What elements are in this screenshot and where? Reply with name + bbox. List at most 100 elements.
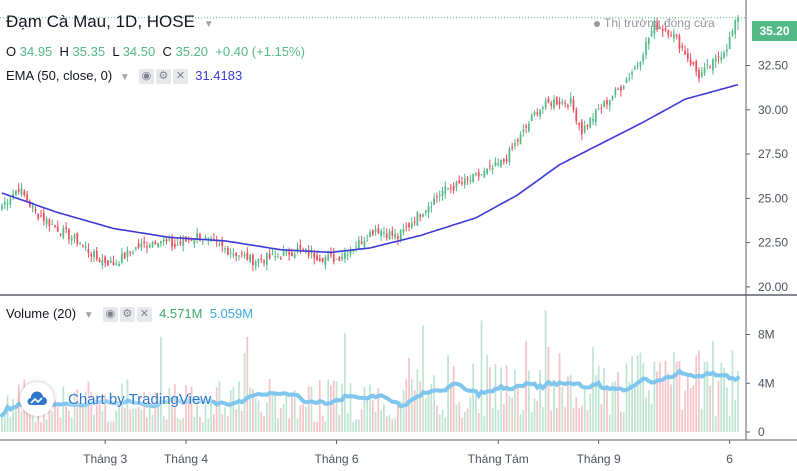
candle-body[interactable] (541, 107, 544, 109)
volume-bar[interactable] (171, 397, 173, 432)
candle-body[interactable] (449, 187, 452, 189)
volume-bar[interactable] (344, 333, 346, 432)
candle-body[interactable] (98, 259, 101, 263)
candle-body[interactable] (293, 253, 296, 258)
volume-bar[interactable] (98, 399, 101, 432)
volume-bar[interactable] (449, 382, 452, 432)
volume-bar[interactable] (516, 386, 519, 432)
candle-body[interactable] (307, 250, 310, 256)
volume-bar[interactable] (257, 400, 260, 432)
volume-bar[interactable] (645, 397, 647, 432)
volume-bar[interactable] (121, 383, 123, 432)
candle-body[interactable] (497, 163, 500, 166)
volume-bar[interactable] (207, 418, 210, 432)
volume-bar[interactable] (394, 418, 396, 432)
candle-body[interactable] (502, 159, 505, 162)
volume-bar[interactable] (332, 380, 335, 432)
candle-body[interactable] (709, 67, 711, 69)
volume-bar[interactable] (3, 410, 6, 432)
volume-bar[interactable] (475, 395, 477, 432)
volume-bar[interactable] (277, 417, 279, 432)
volume-bar[interactable] (424, 398, 427, 432)
volume-bar[interactable] (291, 395, 293, 432)
candle-body[interactable] (516, 139, 519, 142)
candle-body[interactable] (642, 55, 645, 62)
candle-body[interactable] (391, 230, 394, 236)
candle-body[interactable] (173, 243, 176, 247)
candle-body[interactable] (226, 247, 229, 255)
volume-bar[interactable] (187, 392, 190, 432)
volume-bar[interactable] (190, 386, 193, 432)
candle-body[interactable] (433, 198, 435, 205)
volume-bar[interactable] (511, 398, 514, 432)
candle-body[interactable] (419, 214, 422, 217)
candle-body[interactable] (444, 186, 447, 195)
candle-body[interactable] (385, 233, 388, 238)
candle-body[interactable] (162, 239, 165, 242)
volume-bar[interactable] (709, 385, 711, 432)
volume-bar[interactable] (232, 387, 235, 432)
candle-body[interactable] (567, 105, 569, 108)
chevron-down-icon[interactable]: ▼ (119, 72, 130, 83)
candle-body[interactable] (712, 59, 714, 71)
volume-bar[interactable] (684, 390, 686, 432)
candle-body[interactable] (399, 230, 402, 242)
volume-bar[interactable] (731, 350, 734, 432)
volume-bar[interactable] (42, 397, 45, 432)
candle-body[interactable] (720, 57, 723, 61)
candle-body[interactable] (525, 125, 527, 128)
candle-body[interactable] (366, 240, 369, 242)
volume-bar[interactable] (561, 387, 564, 432)
candle-body[interactable] (572, 99, 575, 110)
candle-body[interactable] (486, 168, 488, 174)
volume-bar[interactable] (160, 336, 162, 432)
candle-body[interactable] (148, 245, 151, 248)
candle-body[interactable] (31, 205, 34, 209)
candle-body[interactable] (59, 234, 62, 236)
volume-bar[interactable] (193, 416, 196, 432)
candle-body[interactable] (511, 147, 514, 149)
volume-bar[interactable] (714, 416, 717, 432)
candle-body[interactable] (455, 181, 458, 188)
candle-body[interactable] (636, 65, 639, 67)
volume-bar[interactable] (388, 414, 391, 432)
volume-bar[interactable] (330, 385, 332, 432)
candle-body[interactable] (218, 244, 221, 246)
candle-body[interactable] (405, 225, 408, 227)
candle-body[interactable] (23, 191, 26, 196)
volume-legend[interactable]: Volume (20) ▼ ◉ ⚙ ✕ 4.571M 5.059M (6, 306, 253, 323)
volume-bar[interactable] (483, 416, 486, 432)
volume-bar[interactable] (154, 392, 157, 432)
volume-bar[interactable] (681, 409, 684, 432)
volume-bar[interactable] (129, 409, 132, 432)
volume-bar[interactable] (583, 389, 586, 432)
candle-body[interactable] (215, 240, 218, 243)
volume-bar[interactable] (1, 415, 3, 432)
candle-body[interactable] (592, 118, 594, 121)
volume-bar[interactable] (564, 407, 567, 432)
candle-body[interactable] (238, 255, 240, 257)
volume-bar[interactable] (391, 419, 394, 432)
candle-body[interactable] (34, 209, 37, 211)
volume-bar[interactable] (723, 367, 725, 432)
volume-bar[interactable] (647, 390, 650, 432)
candle-body[interactable] (458, 180, 461, 184)
candle-body[interactable] (514, 143, 516, 146)
volume-bar[interactable] (335, 381, 338, 432)
candle-body[interactable] (51, 223, 54, 225)
candle-body[interactable] (265, 253, 268, 265)
volume-bar[interactable] (514, 369, 516, 432)
volume-bar[interactable] (410, 379, 413, 432)
candle-body[interactable] (508, 148, 511, 163)
candle-body[interactable] (17, 188, 20, 192)
watermark-text[interactable]: Chart by TradingView (68, 390, 212, 408)
candle-body[interactable] (675, 34, 678, 37)
candle-body[interactable] (15, 190, 17, 196)
candle-body[interactable] (469, 180, 472, 182)
candle-body[interactable] (344, 252, 346, 259)
volume-bar[interactable] (444, 417, 447, 432)
volume-bar[interactable] (572, 408, 575, 432)
volume-bar[interactable] (670, 384, 672, 432)
candle-body[interactable] (639, 61, 642, 67)
candle-body[interactable] (441, 190, 444, 197)
